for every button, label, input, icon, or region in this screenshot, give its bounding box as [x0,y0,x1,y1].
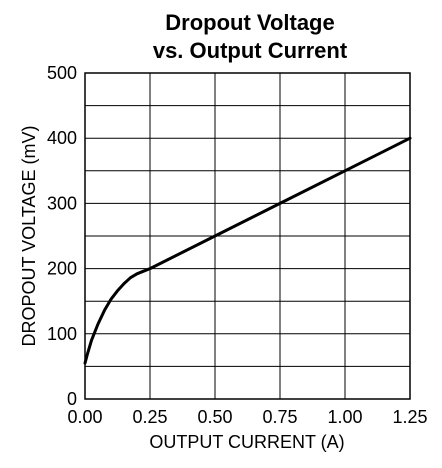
plot-frame [84,72,411,400]
y-tick-label: 100 [47,324,77,344]
chart-title-line-1: Dropout Voltage [165,10,334,35]
grid [85,73,410,399]
x-tick-label: 0.25 [132,407,167,427]
y-tick-label: 500 [47,63,77,83]
y-tick-labels: 0 100 200 300 400 500 [47,63,77,409]
x-tick-labels: 0.00 0.25 0.50 0.75 1.00 1.25 [67,407,427,427]
y-tick-label: 400 [47,128,77,148]
series-line [83,136,412,365]
y-tick-label: 300 [47,193,77,213]
x-tick-label: 0.00 [67,407,102,427]
x-tick-label: 0.50 [197,407,232,427]
y-tick-label: 200 [47,259,77,279]
x-axis-label: OUTPUT CURRENT (A) [149,432,344,452]
y-tick-label: 0 [67,389,77,409]
chart-title-line-2: vs. Output Current [153,38,348,63]
x-tick-label: 1.00 [327,407,362,427]
y-axis-label: DROPOUT VOLTAGE (mV) [19,125,39,346]
series [83,136,412,365]
x-tick-label: 0.75 [262,407,297,427]
x-tick-label: 1.25 [392,407,427,427]
